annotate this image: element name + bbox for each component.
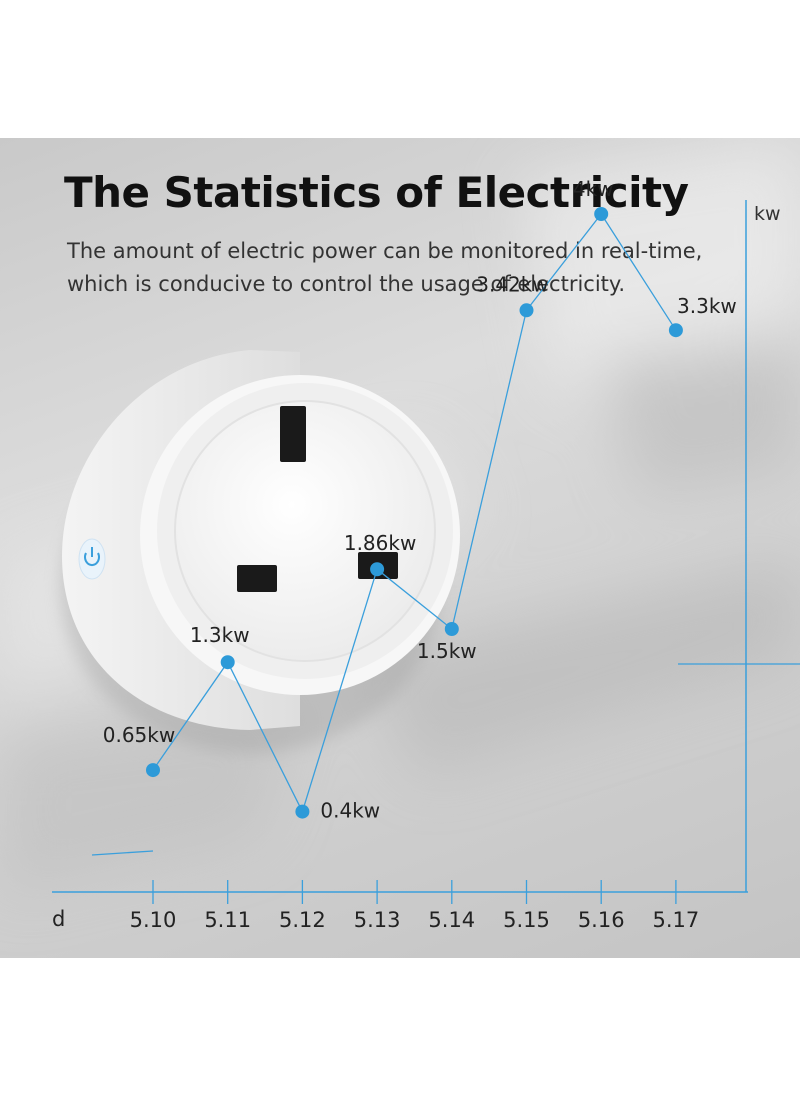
data-point (220, 655, 235, 670)
y-axis-label: kw (754, 203, 781, 225)
x-tick-label: 5.15 (503, 908, 550, 932)
data-label: 1.3kw (190, 623, 250, 647)
x-tick-label: 5.13 (354, 908, 401, 932)
data-point (295, 804, 310, 819)
series-line (152, 212, 677, 814)
subtitle-line-2: which is conducive to control the usage … (67, 272, 626, 296)
data-label: 0.4kw (320, 799, 380, 823)
data-label: 3.3kw (677, 294, 737, 318)
data-point (146, 763, 160, 778)
hero-panel: The Statistics of Electricity The amount… (0, 138, 800, 958)
x-tick-label: 5.14 (428, 908, 475, 932)
electricity-chart: kw d 5.10 5.11 5.12 5.13 5.14 5.15 5.16 5.17 0.… (52, 177, 800, 932)
line-lead-in (91, 850, 154, 856)
x-tick-label: 5.16 (578, 908, 625, 932)
data-point (370, 562, 385, 577)
data-point (668, 323, 683, 338)
plug-body (62, 350, 460, 730)
data-label: 0.65kw (103, 723, 175, 747)
x-tick-label: 5.17 (653, 908, 700, 932)
data-point (594, 207, 609, 221)
data-label: 1.86kw (344, 531, 416, 555)
smart-plug-image (60, 350, 460, 753)
page-title: The Statistics of Electricity (64, 168, 689, 217)
x-tick-label: 5.10 (130, 908, 177, 932)
data-label: 3.42kw (476, 272, 548, 296)
x-tick-label: 5.11 (204, 908, 251, 932)
x-tick-label: 5.12 (279, 908, 326, 932)
data-label: 1.5kw (417, 639, 477, 663)
x-axis-label: d (52, 907, 65, 931)
data-point (444, 622, 459, 636)
power-button-icon[interactable] (78, 538, 106, 580)
data-label: 4kw (573, 177, 614, 201)
data-point (519, 303, 534, 318)
subtitle-line-1: The amount of electric power can be moni… (67, 239, 703, 263)
